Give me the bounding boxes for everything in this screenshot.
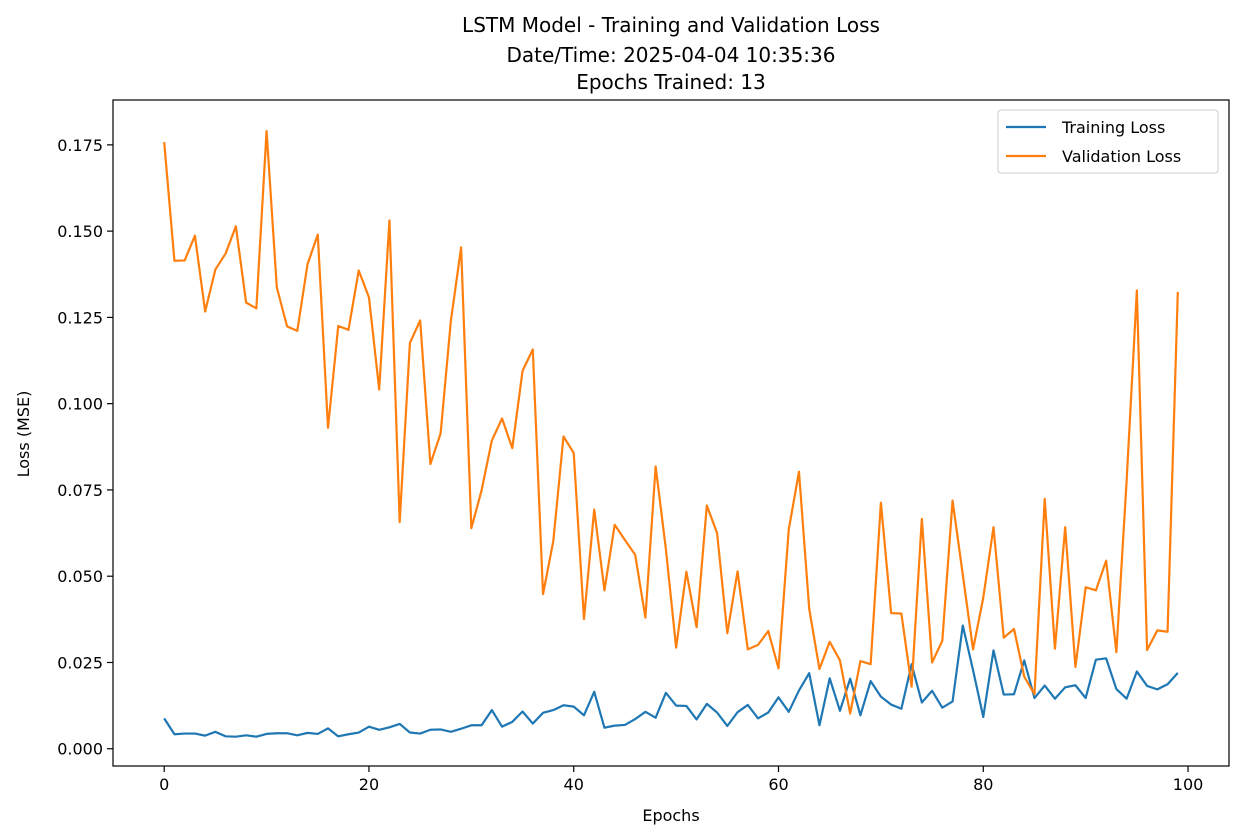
plot-area: 0 20 40 60 80 100 0.000 0.025 0.050 0.075 0.100 0.1… bbox=[57, 99, 1230, 794]
y-tick-label: 0.100 bbox=[57, 395, 103, 414]
legend: Training Loss Validation Loss bbox=[997, 109, 1219, 174]
y-tick-label: 0.175 bbox=[57, 136, 103, 155]
y-tick-label: 0.050 bbox=[57, 567, 103, 586]
series-line-training-loss bbox=[163, 624, 1179, 738]
x-tick-label: 100 bbox=[1173, 775, 1204, 794]
x-tick-label: 40 bbox=[564, 775, 584, 794]
title-line-1: LSTM Model - Training and Validation Los… bbox=[462, 13, 880, 37]
title-line-3: Epochs Trained: 13 bbox=[576, 70, 766, 94]
series-line-validation-loss bbox=[163, 129, 1179, 715]
legend-box bbox=[997, 109, 1219, 174]
y-tick-label: 0.125 bbox=[57, 308, 103, 327]
y-tick-label: 0.025 bbox=[57, 653, 103, 672]
x-axis-label: Epochs bbox=[642, 806, 699, 825]
y-tick-label: 0.075 bbox=[57, 481, 103, 500]
y-axis-label: Loss (MSE) bbox=[14, 391, 33, 478]
title-line-2: Date/Time: 2025-04-04 10:35:36 bbox=[507, 43, 836, 67]
x-tick-label: 20 bbox=[359, 775, 379, 794]
chart-title: LSTM Model - Training and Validation Los… bbox=[462, 13, 880, 94]
x-tick-label: 80 bbox=[973, 775, 993, 794]
legend-label-training-loss: Training Loss bbox=[1061, 118, 1165, 137]
legend-label-validation-loss: Validation Loss bbox=[1062, 147, 1181, 166]
y-tick-label: 0.150 bbox=[57, 222, 103, 241]
axes-frame bbox=[112, 99, 1230, 767]
x-tick-label: 0 bbox=[159, 775, 169, 794]
y-tick-label: 0.000 bbox=[57, 740, 103, 759]
x-tick-label: 60 bbox=[768, 775, 788, 794]
